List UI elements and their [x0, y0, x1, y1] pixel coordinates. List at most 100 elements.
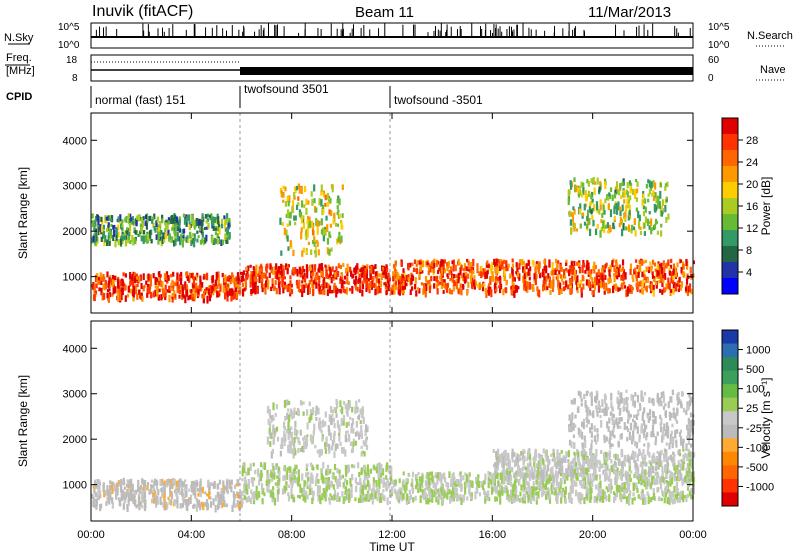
data-cell — [152, 273, 155, 279]
data-cell — [382, 271, 385, 276]
data-cell — [114, 275, 117, 280]
data-cell — [270, 451, 273, 459]
data-cell — [139, 501, 143, 506]
data-cell — [498, 285, 502, 294]
data-cell — [551, 287, 555, 293]
data-cell — [195, 504, 199, 512]
data-cell — [467, 260, 470, 266]
data-cell — [284, 186, 287, 192]
data-cell — [440, 273, 443, 282]
data-cell — [668, 282, 671, 291]
data-cell — [567, 462, 570, 466]
data-cell — [322, 286, 325, 291]
data-cell — [190, 272, 193, 278]
data-cell — [599, 229, 602, 238]
data-cell — [440, 260, 444, 267]
data-cell — [191, 488, 194, 493]
data-cell — [637, 210, 640, 219]
data-cell — [657, 195, 660, 204]
data-cell — [330, 210, 333, 216]
data-cell — [243, 468, 246, 474]
data-cell — [175, 279, 178, 283]
data-cell — [331, 289, 334, 294]
data-cell — [558, 452, 561, 458]
data-cell — [278, 467, 281, 474]
data-cell — [244, 480, 248, 485]
data-cell — [424, 275, 428, 283]
data-cell — [166, 479, 169, 486]
data-cell — [410, 278, 413, 285]
data-cell — [287, 495, 291, 502]
data-cell — [320, 269, 323, 277]
data-cell — [477, 474, 480, 479]
data-cell — [140, 235, 144, 241]
data-cell — [472, 258, 475, 267]
data-cell — [128, 223, 132, 231]
data-cell — [604, 492, 607, 498]
data-cell — [528, 474, 532, 482]
data-cell — [523, 272, 526, 280]
data-cell — [154, 285, 157, 289]
data-cell — [289, 280, 292, 287]
data-cell — [268, 272, 271, 279]
data-cell — [454, 492, 457, 499]
data-cell — [522, 266, 525, 273]
data-cell — [282, 421, 286, 429]
data-cell — [272, 465, 275, 471]
data-cell — [626, 198, 629, 206]
data-cell — [181, 295, 184, 301]
data-cell — [593, 269, 596, 274]
data-cell — [198, 221, 202, 228]
data-cell — [663, 448, 667, 453]
data-cell — [429, 471, 432, 476]
data-cell — [312, 466, 315, 471]
data-cell — [293, 475, 296, 480]
data-cell — [301, 280, 304, 284]
data-cell — [326, 289, 329, 296]
data-cell — [100, 217, 103, 222]
data-cell — [476, 481, 479, 488]
data-cell — [214, 287, 217, 293]
data-cell — [430, 261, 434, 266]
data-cell — [196, 218, 199, 226]
data-cell — [290, 438, 294, 446]
data-cell — [324, 265, 328, 270]
data-cell — [604, 474, 607, 480]
data-cell — [97, 227, 101, 236]
data-cell — [176, 234, 179, 242]
data-cell — [346, 408, 349, 416]
data-cell — [637, 220, 641, 229]
data-cell — [429, 265, 432, 273]
data-cell — [96, 492, 99, 498]
data-cell — [135, 276, 139, 280]
data-cell — [359, 420, 362, 424]
data-cell — [485, 273, 489, 279]
data-cell — [291, 436, 294, 441]
data-cell — [418, 288, 421, 294]
data-cell — [621, 470, 624, 477]
data-cell — [483, 488, 486, 495]
data-cell — [653, 262, 657, 267]
data-cell — [185, 216, 188, 223]
y-tick-label: 1000 — [63, 272, 87, 284]
data-cell — [560, 478, 563, 484]
data-cell — [119, 239, 123, 246]
data-cell — [292, 200, 295, 207]
data-cell — [608, 224, 612, 229]
data-cell — [318, 285, 322, 292]
data-cell — [363, 270, 366, 278]
data-cell — [115, 492, 118, 500]
data-cell — [541, 284, 545, 292]
data-cell — [241, 288, 245, 297]
data-cell — [602, 204, 605, 211]
data-cell — [271, 491, 274, 497]
data-cell — [423, 285, 426, 294]
data-cell — [619, 182, 622, 190]
data-cell — [455, 494, 459, 502]
data-cell — [158, 288, 161, 293]
data-cell — [459, 267, 462, 276]
data-cell — [152, 485, 155, 492]
data-cell — [467, 476, 470, 484]
data-cell — [690, 288, 693, 295]
data-cell — [236, 272, 240, 278]
